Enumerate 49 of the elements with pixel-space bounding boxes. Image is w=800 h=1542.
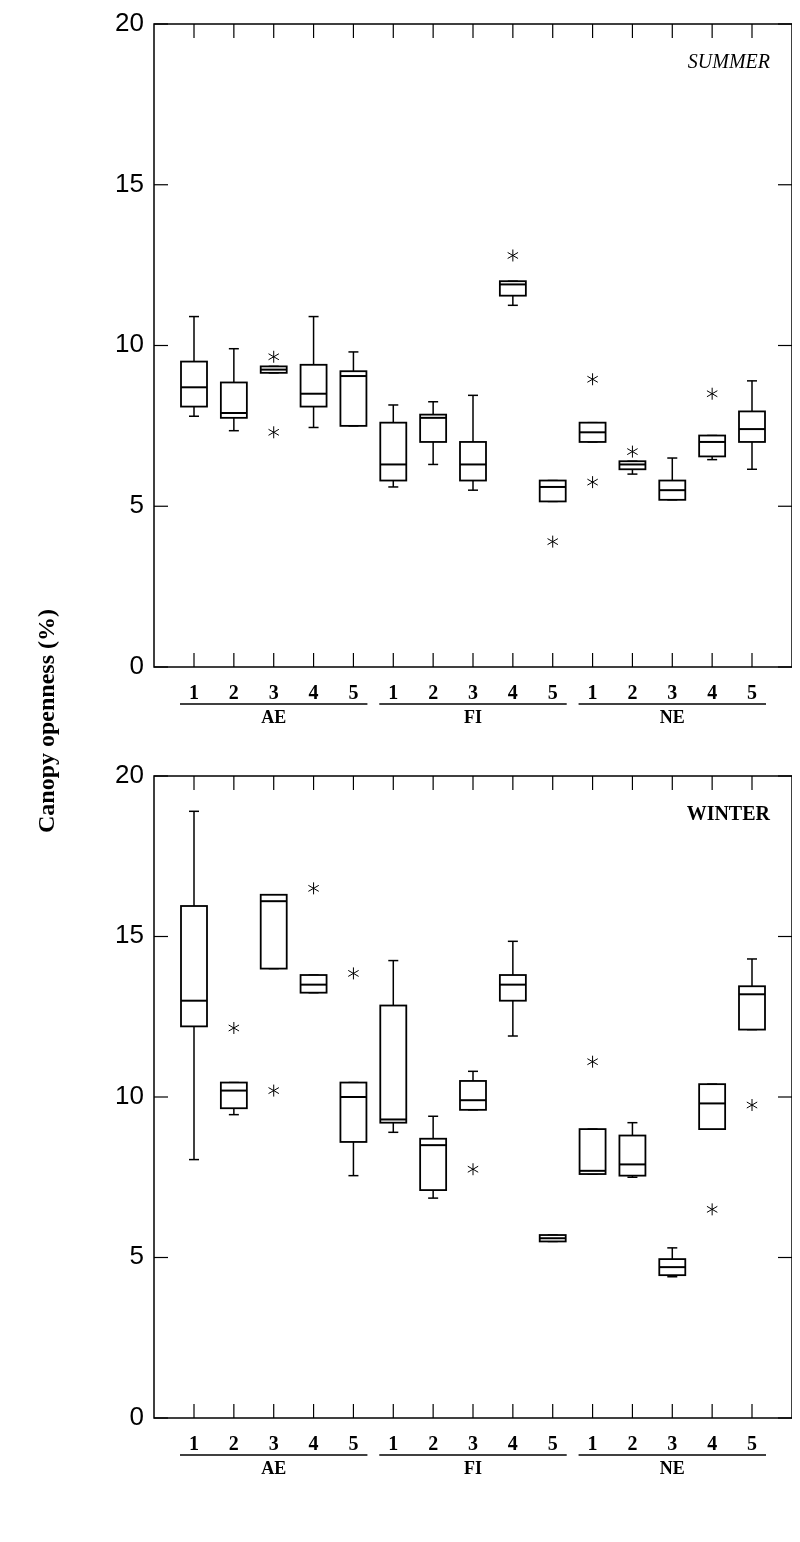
x-tick-label: 2 — [627, 1432, 638, 1454]
y-tick-label: 5 — [129, 489, 144, 520]
x-tick-label: 4 — [308, 1432, 319, 1454]
x-tick-label: 3 — [468, 681, 478, 703]
y-tick-label: 10 — [115, 1079, 144, 1110]
x-tick-label: 1 — [189, 1432, 199, 1454]
x-tick-label: 5 — [547, 681, 558, 703]
x-tick-label: 3 — [468, 1432, 478, 1454]
x-tick-label: 1 — [587, 681, 598, 703]
x-tick-label: 2 — [627, 681, 638, 703]
x-tick-label: 4 — [707, 681, 718, 703]
y-tick-label: 0 — [129, 1400, 144, 1431]
y-tick-label: 0 — [129, 649, 144, 680]
x-tick-label: 1 — [388, 681, 399, 703]
y-tick-label: 20 — [115, 758, 144, 789]
x-tick-label: 2 — [228, 1432, 239, 1454]
x-tick-label: 5 — [348, 1432, 359, 1454]
x-tick-label: 3 — [268, 1432, 279, 1454]
y-tick-label: 15 — [115, 919, 144, 950]
y-tick-label: 5 — [129, 1240, 144, 1271]
text: SUMMER — [687, 50, 770, 72]
x-tick-label: 2 — [228, 681, 239, 703]
x-tick-label: 3 — [667, 681, 678, 703]
x-tick-label: 5 — [747, 1432, 757, 1454]
x-tick-label: 2 — [428, 1432, 439, 1454]
text: FI — [464, 1458, 482, 1478]
text: WINTER — [686, 802, 771, 824]
x-tick-label: 4 — [308, 681, 319, 703]
x-tick-label: 5 — [747, 681, 757, 703]
x-tick-label: 5 — [348, 681, 359, 703]
x-tick-label: 3 — [268, 681, 279, 703]
text: AE — [261, 1458, 287, 1478]
x-tick-label: 4 — [707, 1432, 718, 1454]
y-tick-label: 20 — [115, 6, 144, 37]
text: FI — [464, 707, 482, 727]
x-tick-label: 1 — [587, 1432, 598, 1454]
x-tick-label: 2 — [428, 681, 439, 703]
x-tick-label: 1 — [388, 1432, 399, 1454]
x-tick-label: 4 — [507, 681, 518, 703]
x-tick-label: 4 — [507, 1432, 518, 1454]
text: AE — [261, 707, 287, 727]
x-tick-label: 1 — [189, 681, 199, 703]
x-tick-label: 5 — [547, 1432, 558, 1454]
text: NE — [659, 1458, 685, 1478]
y-tick-label: 10 — [115, 328, 144, 359]
x-tick-label: 3 — [667, 1432, 678, 1454]
y-tick-label: 15 — [115, 167, 144, 198]
text: NE — [659, 707, 685, 727]
y-axis-title: Canopy openness (%) — [33, 608, 59, 834]
